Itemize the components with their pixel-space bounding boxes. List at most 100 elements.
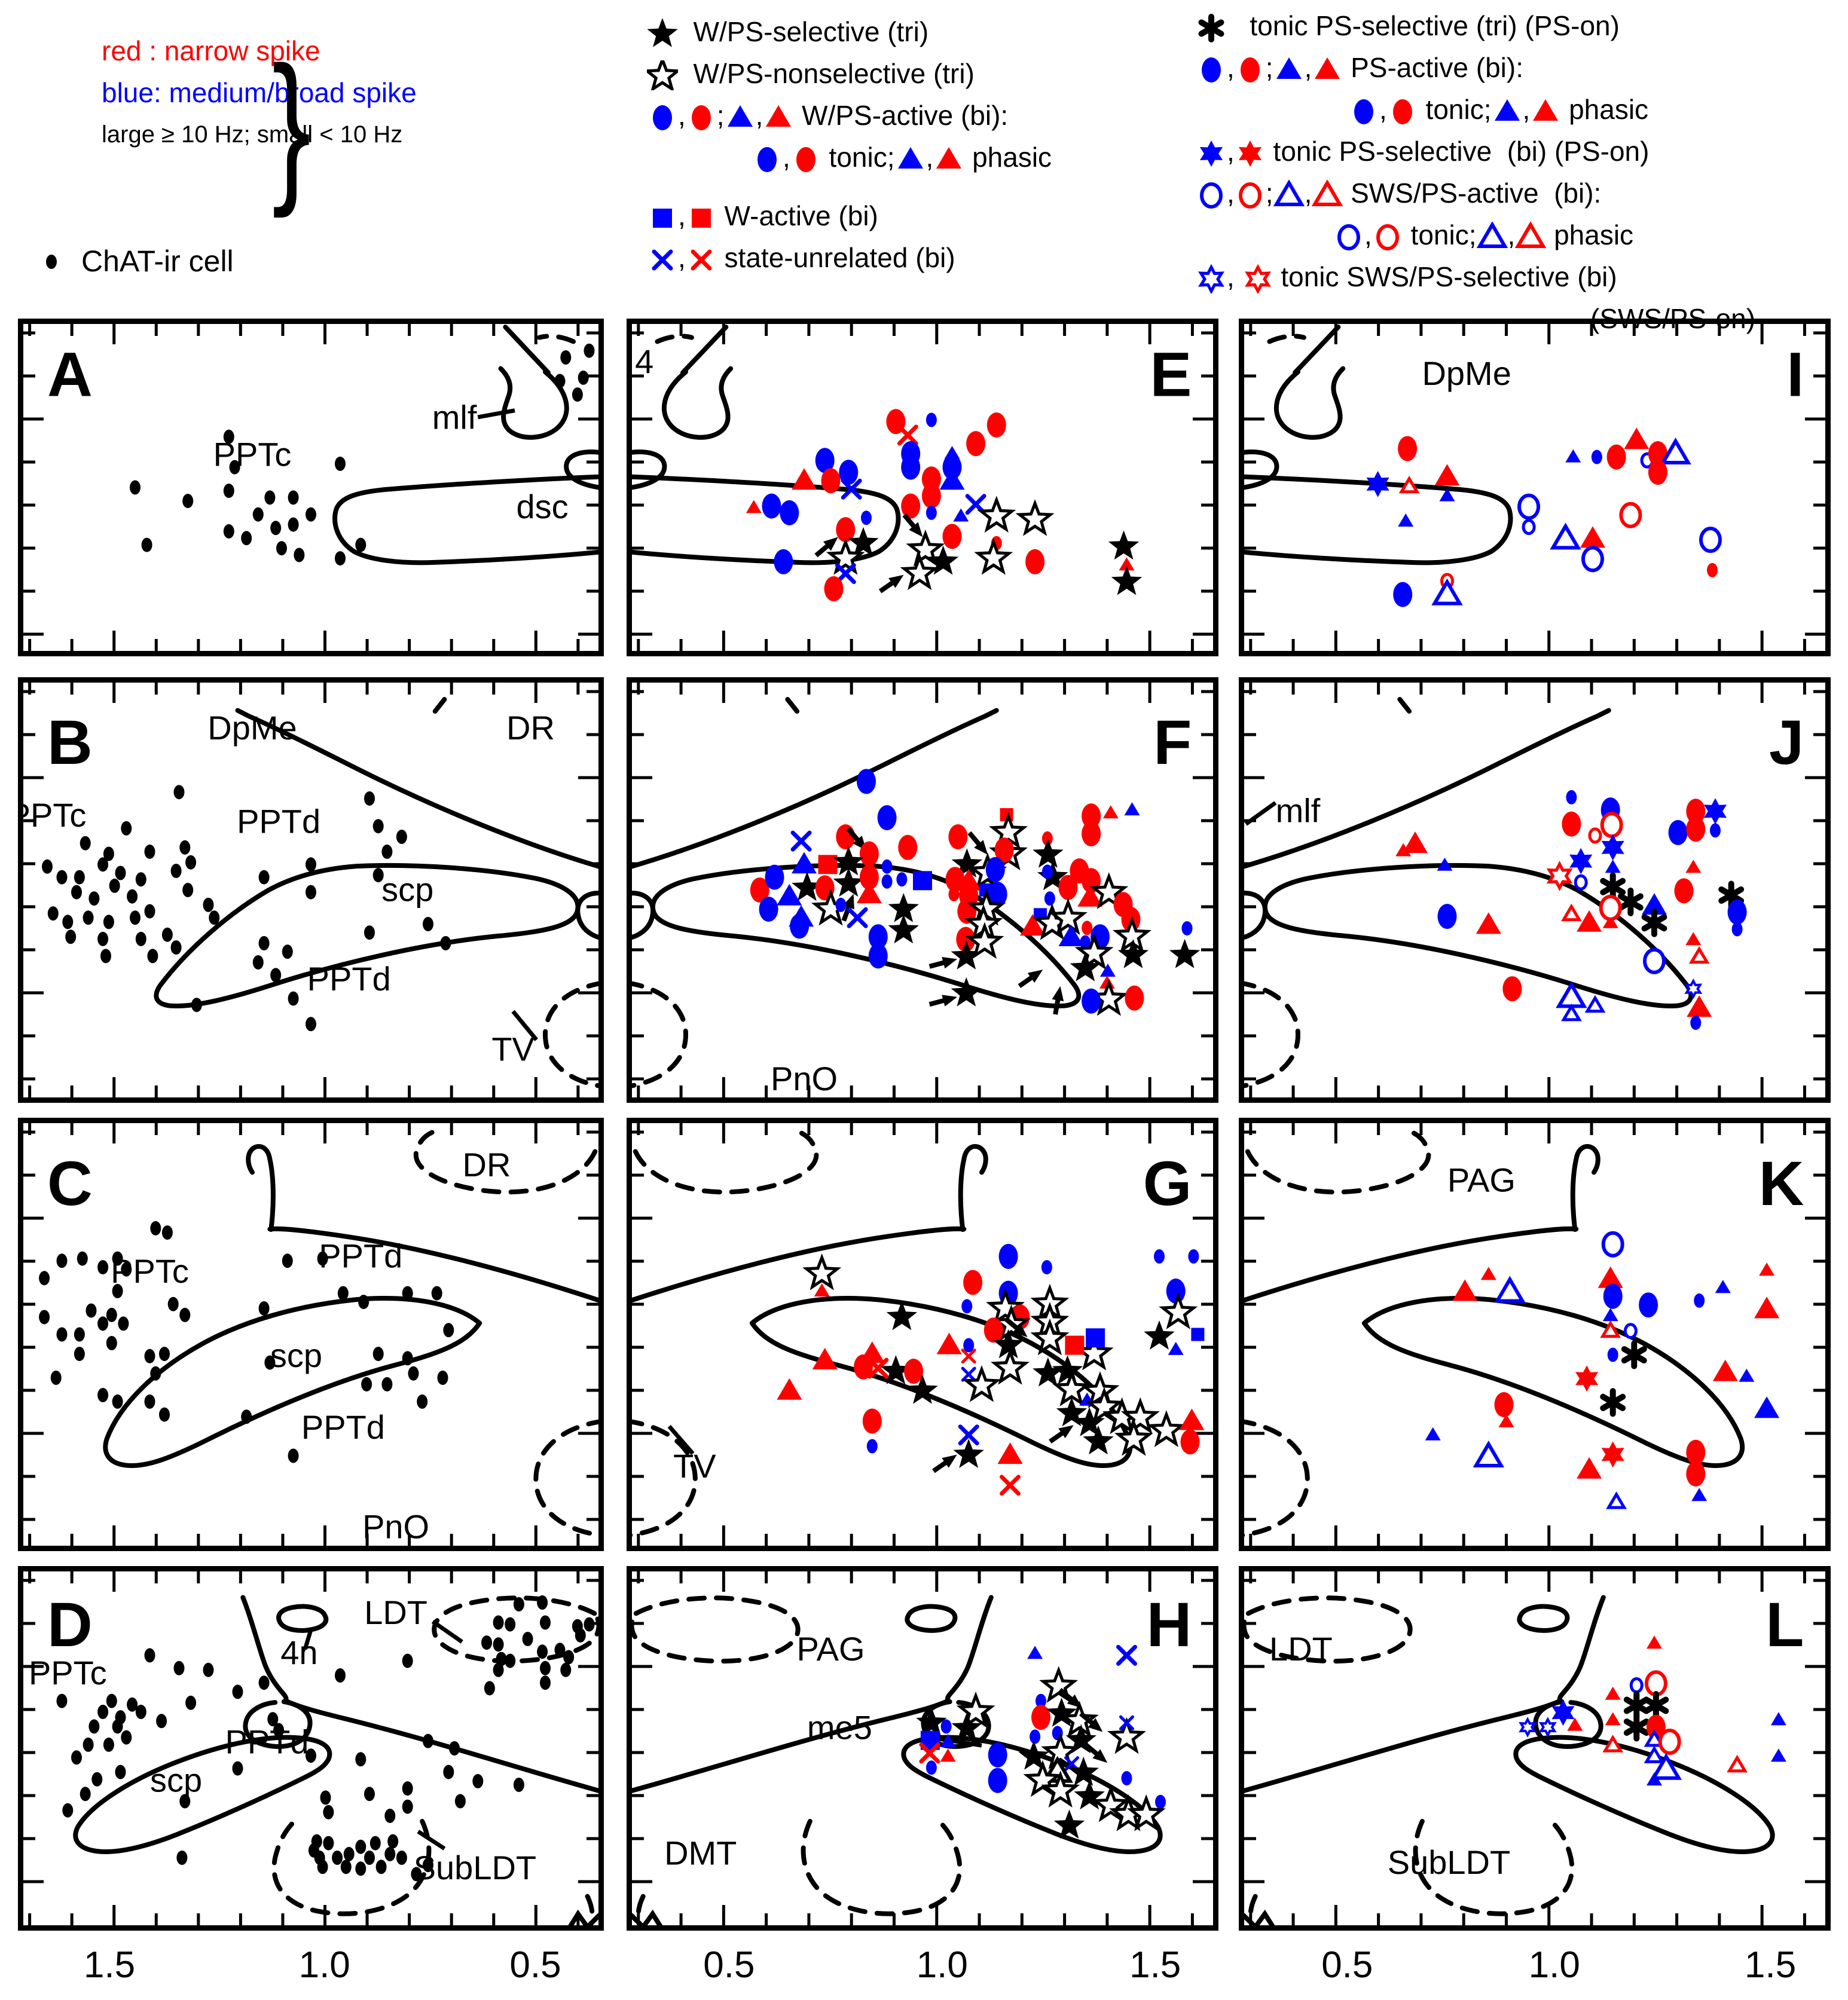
data-point-cir [1082,921,1093,935]
data-points [130,343,595,566]
data-point-cir [877,805,897,830]
tick-marks [23,1571,598,1925]
legend-text: W-active (bi) [716,200,878,231]
data-point-dot [387,1834,399,1849]
data-point-dot [270,968,282,983]
data-point-dot [232,1761,243,1776]
legend-text: , [1304,52,1312,83]
panel-letter: A [47,340,93,409]
data-point-tri [1565,449,1581,463]
anatomy-outlines [627,327,898,562]
data-point-cir [1082,988,1101,1014]
data-point-ast [1600,1388,1626,1417]
legend-st6o-icon [1196,260,1227,293]
data-point-tri [1712,1359,1738,1381]
panel-b: DpMe DR PPTc PPTd scp PPTd TV B [18,677,604,1103]
data-point-st5 [1018,1741,1049,1770]
data-point-arr [1004,1317,1028,1337]
data-point-tri [1597,1266,1623,1288]
legend-text: state-unrelated (bi) [716,242,955,273]
data-point-cir [868,924,888,950]
data-point-dot [42,859,53,874]
region-label: PAG [796,1630,865,1668]
data-point-dot [252,955,264,970]
label-pointer-line [303,1629,313,1650]
legend-text: tonic; [821,142,895,173]
data-point-st5 [951,1712,982,1742]
data-point-cir [1686,1461,1706,1487]
data-point-tri [1395,843,1412,857]
data-point-cir [1125,985,1144,1011]
data-point-dot [443,1764,454,1779]
data-point-sq [1191,1328,1205,1341]
legend-text: , [678,100,686,131]
data-point-tri [1567,1717,1583,1731]
data-point-st5o [1159,1292,1198,1329]
data-point-cir [942,524,962,549]
data-point-tri [777,1378,802,1400]
data-point-x [835,563,856,585]
data-point-st5 [792,871,823,901]
label-pointer-line [511,1010,539,1041]
legend-trio-icon [1312,176,1343,210]
anatomy-outlines [105,1131,604,1536]
data-point-dot [472,1773,484,1788]
data-point-dot [493,1662,504,1677]
legend-x-icon [647,241,678,274]
data-point-cir [780,500,799,525]
legend-text: tonic PS-selective (bi) (PS-on) [1265,136,1650,167]
legend-chat-row: ChAT-ir cell [36,244,234,279]
data-point-sq [653,208,672,228]
legend-st5o-icon [647,57,678,90]
data-point-x [652,249,673,271]
data-point-tri [997,1442,1023,1464]
data-point-ast [1623,1712,1650,1742]
data-point-cir [1494,1392,1514,1417]
data-point-dot [80,836,91,851]
data-point-dot [323,1805,334,1819]
data-point-dot [270,521,282,536]
data-point-tri [1754,1296,1780,1319]
data-point-cir [904,1359,924,1384]
data-point-cir [948,824,968,849]
region-label: TV [673,1447,716,1485]
data-point-cir [1044,891,1055,906]
anatomy-outlines [75,1597,604,1926]
region-label: PAG [1447,1161,1516,1199]
data-point-trio [1600,1320,1621,1338]
data-point-dot [71,885,82,900]
data-point-st6 [1601,1441,1624,1468]
data-point-dot [361,1377,372,1392]
data-point-cir [896,872,908,887]
data-point-cir [925,1760,937,1775]
data-point-dot [252,507,264,522]
data-point-dot [575,1628,586,1643]
data-point-dot [47,906,59,921]
data-point-dot [364,925,375,940]
data-point-dot [554,1643,566,1658]
data-point-dot [39,1310,50,1325]
legend-st6-icon [1196,134,1227,168]
data-point-dot [384,1808,396,1823]
data-point-dot [288,991,299,1006]
data-point-dot [179,840,191,855]
data-point-dot [150,1366,161,1381]
data-point-dot [144,1648,155,1663]
data-point-ciro [1600,812,1623,839]
panel-letter: H [1147,1590,1192,1660]
legend-text: W/PS-selective (tri) [678,16,929,47]
data-point-tri [939,468,965,490]
data-point-dot [496,1652,507,1666]
data-point-sq [1086,1328,1105,1348]
region-label: PPTc [111,1252,189,1290]
data-point-st5 [1070,952,1101,981]
data-point-st6 [1238,140,1261,167]
data-point-dot [39,1271,50,1286]
x-axis-tick-label: 1.5 [83,1944,136,1986]
data-point-dot [288,517,299,532]
legend-sq-icon [647,199,678,233]
data-point-dot [423,1858,433,1873]
label-pointer-line [934,1736,982,1748]
data-point-tri [1647,1635,1662,1649]
data-point-x [1116,1644,1137,1666]
